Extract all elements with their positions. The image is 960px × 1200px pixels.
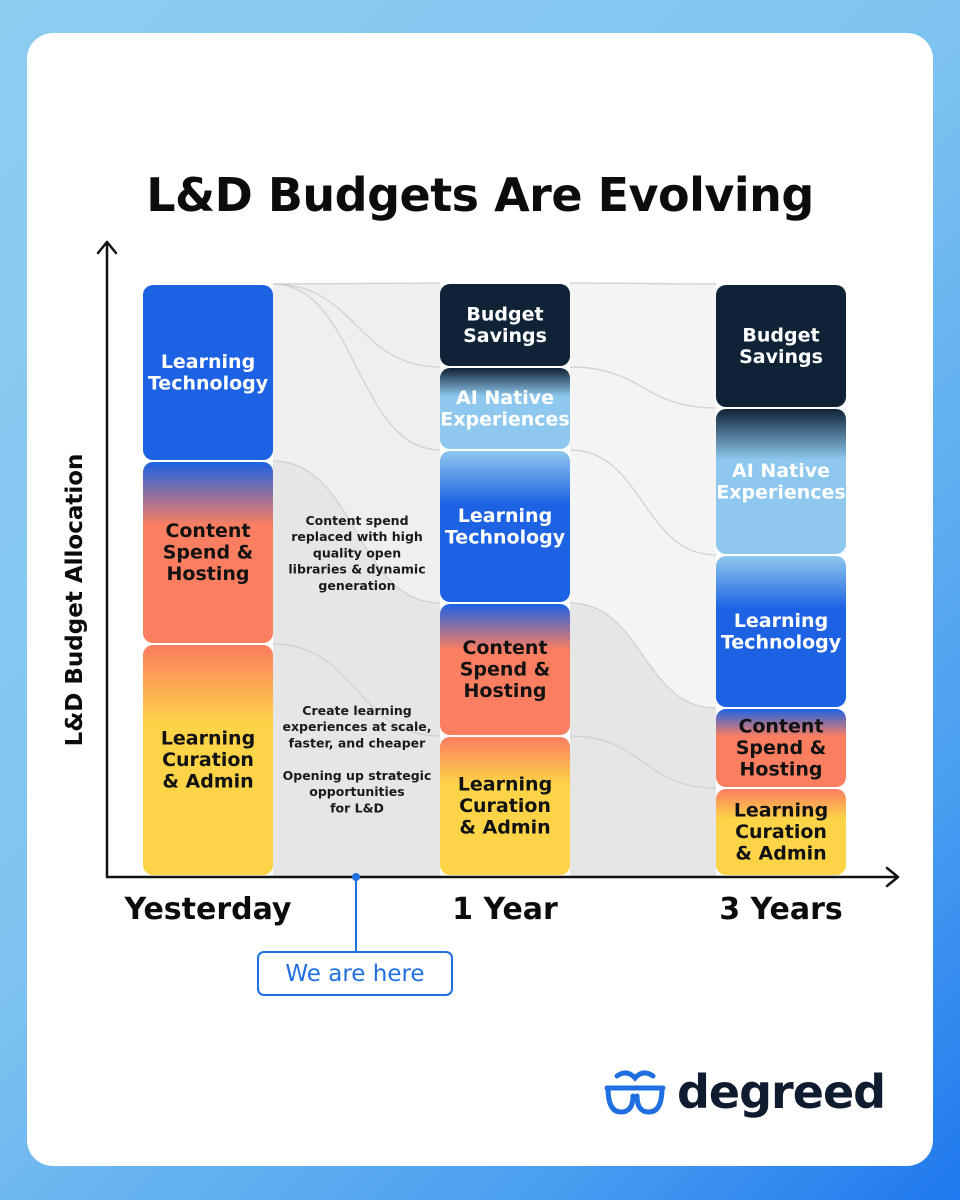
- bar-label: Content Spend & Hosting: [460, 637, 550, 702]
- bar-0-learning-technology: [143, 285, 273, 460]
- flow-bands: [272, 282, 717, 876]
- bar-label: Learning Curation & Admin: [458, 774, 552, 839]
- bar-0-content-spend-hosting: [143, 462, 273, 643]
- flow-line: [569, 282, 717, 285]
- bar-1-content-spend-hosting: [440, 604, 570, 735]
- bar-label: Content Spend & Hosting: [736, 716, 826, 781]
- brand-name: degreed: [677, 1065, 886, 1119]
- bar-2-learning-curation-admin: [716, 789, 846, 875]
- bar-label: Learning Technology: [148, 351, 269, 395]
- bar-2-ai-native-experiences: [716, 409, 846, 554]
- degreed-logo: degreed: [603, 1062, 903, 1122]
- x-axis-arrow: [885, 866, 900, 888]
- bar-label: Learning Curation & Admin: [161, 728, 255, 793]
- glasses-icon: [604, 1070, 666, 1115]
- flow-line: [272, 283, 441, 368]
- x-tick-label: 1 Year: [452, 892, 558, 927]
- flow-line: [569, 735, 717, 789]
- bar-label: Learning Curation & Admin: [734, 800, 828, 865]
- flow-line: [272, 283, 441, 451]
- axes: [96, 240, 900, 888]
- bar-label: Content Spend & Hosting: [163, 520, 253, 585]
- x-tick-label: 3 Years: [719, 892, 843, 927]
- bar-1-budget-savings: [440, 284, 570, 366]
- bar-0-learning-curation-admin: [143, 645, 273, 875]
- we-are-here-label: We are here: [257, 951, 453, 996]
- bar-2-learning-technology: [716, 556, 846, 707]
- bar-1-learning-curation-admin: [440, 737, 570, 875]
- bar-label: AI Native Experiences: [716, 460, 845, 504]
- x-tick-label: Yesterday: [123, 892, 291, 927]
- bar-2-content-spend-hosting: [716, 709, 846, 787]
- we-are-here-dot: [352, 873, 360, 881]
- flow-band-shade: [570, 603, 716, 876]
- flow-line: [569, 449, 717, 556]
- bar-label: Learning Technology: [721, 610, 842, 654]
- y-axis-label: L&D Budget Allocation: [62, 454, 88, 747]
- flow-line: [569, 366, 717, 409]
- bar-label: Budget Savings: [463, 303, 547, 347]
- flow-line: [272, 643, 441, 737]
- bar-1-ai-native-experiences: [440, 368, 570, 449]
- flow-line: [272, 282, 441, 285]
- annotation-text: Opening up strategic opportunities for L&D: [283, 768, 432, 815]
- page-title: L&D Budgets Are Evolving: [146, 168, 814, 222]
- annotation-text: Content spend replaced with high quality o…: [288, 513, 425, 593]
- flow-line: [272, 460, 441, 604]
- flow-band-shade: [273, 461, 440, 876]
- flow-line: [569, 602, 717, 709]
- bar-1-learning-technology: [440, 451, 570, 602]
- bar-label: Learning Technology: [445, 505, 566, 549]
- bar-label: AI Native Experiences: [440, 387, 569, 431]
- bar-2-budget-savings: [716, 285, 846, 407]
- annotation-text: Create learning experiences at scale, fast…: [282, 703, 431, 750]
- y-axis-arrow: [96, 240, 118, 255]
- bar-label: Budget Savings: [739, 324, 823, 368]
